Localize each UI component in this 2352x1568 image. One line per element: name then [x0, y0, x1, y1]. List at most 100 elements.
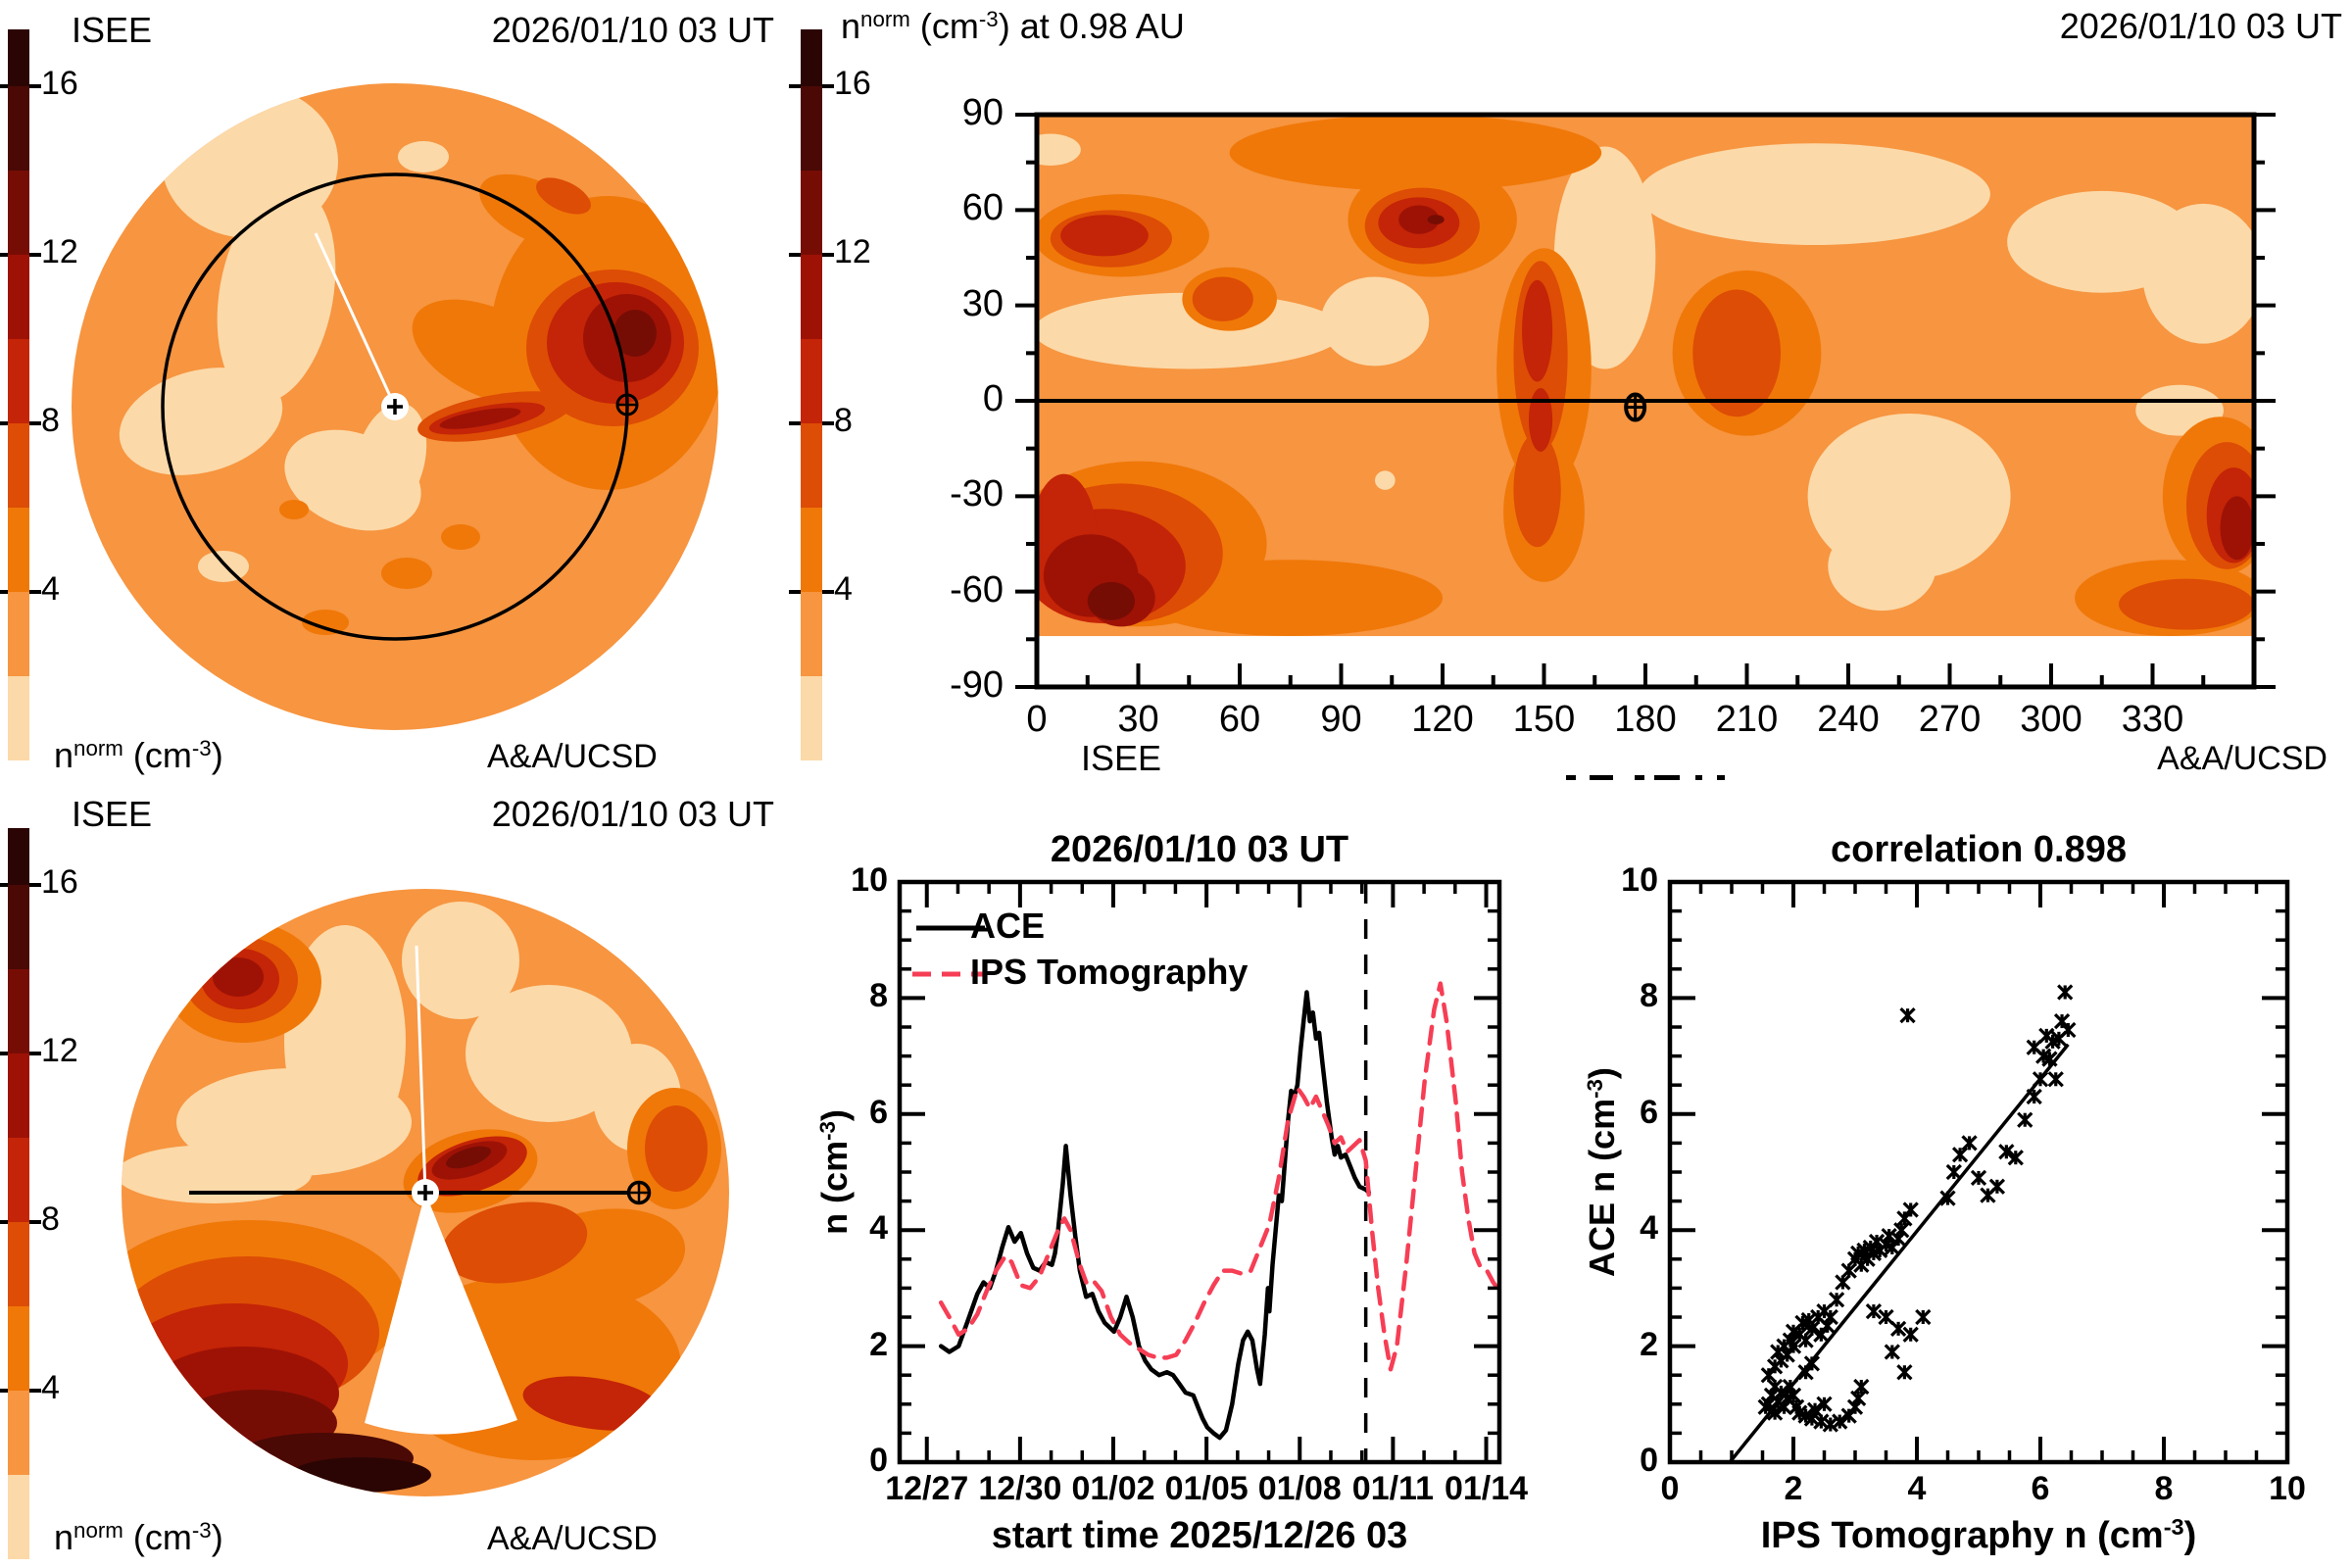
contour-blob	[536, 177, 591, 215]
timeseries-xtick-label: 01/02	[1071, 1470, 1155, 1507]
timeseries-xlabel: start time 2025/12/26 03	[991, 1515, 1408, 1556]
timeseries-xtick-label: 01/14	[1444, 1470, 1529, 1507]
contour-blob	[381, 558, 432, 589]
contour-blob	[1229, 115, 1602, 191]
contour-blob	[398, 141, 449, 172]
cb-label-sup: norm	[74, 1517, 123, 1543]
cb-label-exp: -3	[191, 1517, 212, 1543]
map-ytick-label: -30	[950, 473, 1004, 515]
map-source-label: ISEE	[1081, 738, 1162, 778]
scatter-xlabel: IPS Tomography n (cm-3)	[1734, 1514, 2224, 1556]
contour-blob	[466, 985, 632, 1122]
scatter-xtick-label: 10	[2269, 1470, 2306, 1507]
contour-blob	[213, 957, 264, 997]
cb-label-close: )	[211, 735, 223, 775]
map-ytick-label: 30	[961, 282, 1004, 324]
contour-blob	[446, 1146, 491, 1169]
meridional-datetime: 2026/01/10 03 UT	[491, 794, 774, 834]
colorbar-tick-label: 8	[41, 1200, 60, 1238]
contour-blob	[1528, 388, 1553, 452]
scatter-xtick-label: 8	[2154, 1470, 2174, 1507]
map-xtick-label: 150	[1512, 699, 1576, 740]
map-colorbar	[789, 29, 834, 760]
contour-blob	[1692, 289, 1781, 417]
map-xtick-label: 240	[1817, 699, 1880, 740]
ecliptic-colorbar-label: nnorm (cm-3)	[54, 737, 223, 774]
ecliptic-source-label: ISEE	[72, 10, 153, 50]
contour-blob	[217, 185, 336, 403]
contour-blob	[302, 610, 349, 635]
map-datetime: 2026/01/10 03 UT	[2059, 6, 2342, 46]
sc-ylabel-close: )	[1582, 1067, 1623, 1080]
timeseries-ytick-label: 10	[851, 861, 888, 899]
contour-blob	[1639, 143, 1990, 246]
contour-blob	[412, 299, 568, 407]
scatter-xtick-label: 4	[1907, 1470, 1927, 1507]
cb-label-base: n	[54, 1517, 74, 1557]
timeseries-ytick-label: 8	[869, 977, 888, 1015]
contour-blob	[353, 403, 427, 518]
map-xtick-label: 300	[2020, 699, 2082, 740]
timeseries-ytick-label: 4	[869, 1209, 888, 1248]
map-title-mid: (cm	[909, 6, 979, 46]
colorbar-tick-label: 8	[834, 402, 853, 439]
colorbar-tick-label: 12	[834, 233, 871, 270]
contour-blob	[1522, 279, 1553, 382]
colorbar-tick-label: 16	[41, 863, 78, 901]
scatter-ytick-label: 8	[1640, 977, 1658, 1015]
contour-blob	[441, 524, 480, 550]
cb-label-mid: (cm	[122, 735, 192, 775]
map-xtick-label: 330	[2121, 699, 2184, 740]
clipped-text-mark	[1590, 775, 1613, 780]
ecliptic-colorbar	[0, 29, 41, 760]
contour-blob	[122, 1145, 312, 1203]
meridional-credit: A&A/UCSD	[487, 1520, 658, 1557]
scatter-ytick-label: 4	[1640, 1209, 1658, 1248]
contour-blob	[613, 310, 657, 357]
colorbar-tick-label: 12	[41, 1032, 78, 1069]
clipped-text-mark	[1695, 775, 1702, 780]
map-title: nnorm (cm-3) at 0.98 AU	[841, 8, 1185, 45]
map-title-base: n	[841, 6, 861, 46]
ecliptic-panel	[72, 83, 718, 730]
cb-label-sup: norm	[74, 735, 123, 760]
map-ytick-label: 90	[961, 92, 1004, 134]
cb-label-exp: -3	[191, 735, 212, 760]
missing-data-wedge	[365, 1193, 517, 1435]
timeseries-xtick-label: 01/05	[1164, 1470, 1249, 1507]
clipped-text-mark	[1654, 775, 1680, 780]
clipped-text-mark	[1635, 775, 1644, 780]
legend-ace-label: ACE	[970, 906, 1046, 946]
legend-ips-label: IPS Tomography	[970, 952, 1249, 992]
scatter-ytick-label: 6	[1640, 1093, 1658, 1131]
contour-blob	[441, 1201, 588, 1284]
clipped-text-mark	[1717, 775, 1725, 780]
scatter-title: correlation 0.898	[1830, 829, 2128, 870]
scatter-ytick-label: 2	[1640, 1325, 1658, 1363]
colorbar-tick-label: 4	[41, 1369, 60, 1406]
contour-blob	[522, 1376, 663, 1431]
map-ytick-label: 60	[961, 187, 1004, 229]
scatter-xtick-label: 0	[1660, 1470, 1680, 1507]
series-ace	[938, 990, 1372, 1441]
sc-xlabel-base: IPS Tomography n (cm	[1760, 1515, 2164, 1556]
contour-blob	[1375, 470, 1396, 490]
colorbar-tick-label: 16	[41, 65, 78, 102]
timeseries-ytick-label: 0	[869, 1442, 888, 1479]
timeseries-xtick-label: 12/27	[885, 1470, 969, 1507]
contour-blob	[2220, 496, 2254, 561]
cb-label-base: n	[54, 735, 74, 775]
series-ips	[938, 981, 1502, 1372]
scatter-panel	[1667, 879, 2290, 1465]
contour-blob	[1398, 205, 1440, 234]
map-ytick-label: -90	[950, 663, 1004, 706]
map-ytick-label: 0	[982, 378, 1004, 419]
map-xtick-label: 60	[1218, 699, 1261, 740]
meridional-panel	[122, 889, 729, 1496]
map-xtick-label: 30	[1117, 699, 1159, 740]
sc-xlabel-exp: -3	[2163, 1514, 2184, 1541]
colorbar-tick-label: 4	[41, 570, 60, 608]
carrington-map-panel	[1015, 112, 2276, 780]
ecliptic-credit: A&A/UCSD	[487, 738, 658, 775]
